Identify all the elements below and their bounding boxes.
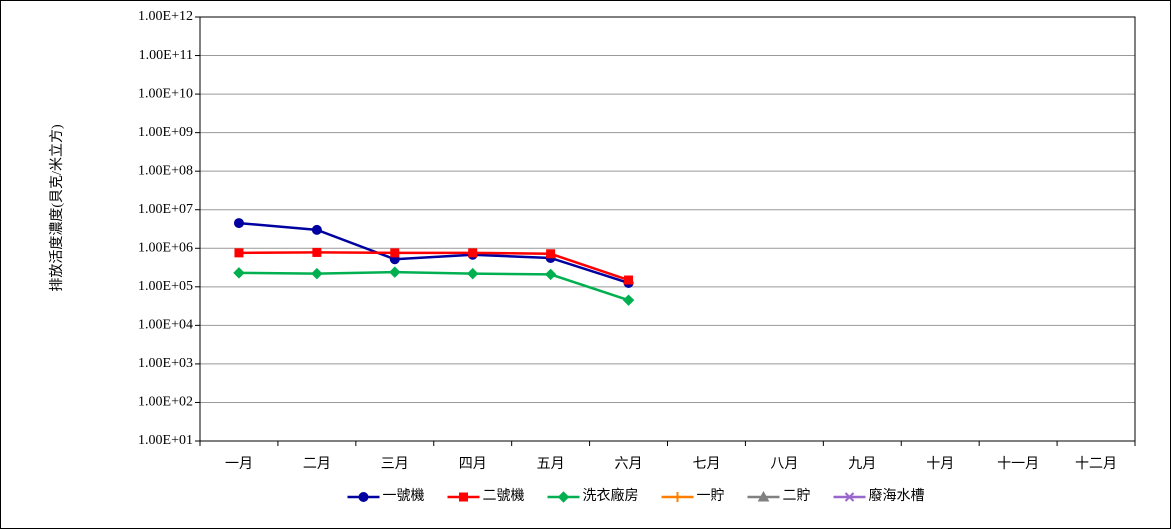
x-tick-label: 九月 <box>848 456 876 472</box>
y-tick-label: 1.00E+12 <box>138 9 193 24</box>
legend-marker <box>672 492 683 502</box>
marker <box>390 248 400 258</box>
x-tick-label: 五月 <box>537 456 565 472</box>
y-tick-label: 1.00E+10 <box>138 86 193 101</box>
y-tick-label: 1.00E+09 <box>138 125 193 140</box>
marker <box>311 267 323 280</box>
x-tick-label: 七月 <box>692 456 720 472</box>
legend-label: 二號機 <box>483 488 525 504</box>
series-line <box>238 270 629 302</box>
legend-label: 一貯 <box>697 488 725 504</box>
legend-label: 一號機 <box>383 488 425 504</box>
y-tick-label: 1.00E+01 <box>138 433 193 448</box>
marker <box>311 224 322 235</box>
x-tick-label: 三月 <box>381 456 409 472</box>
marker <box>233 267 245 279</box>
x-tick-label: 四月 <box>459 456 487 472</box>
y-tick-label: 1.00E+06 <box>138 240 193 255</box>
marker <box>312 247 322 257</box>
x-tick-label: 一月 <box>225 456 253 472</box>
x-tick-label: 十月 <box>926 456 954 472</box>
y-tick-label: 1.00E+03 <box>138 356 193 371</box>
y-tick-label: 1.00E+04 <box>138 318 193 333</box>
legend-marker <box>557 491 570 503</box>
x-tick-label: 十二月 <box>1075 456 1117 472</box>
series-line <box>238 221 629 285</box>
legend-label: 二貯 <box>783 488 811 504</box>
legend-marker <box>459 492 468 502</box>
x-tick-label: 十一月 <box>997 456 1039 472</box>
series-line <box>238 251 629 282</box>
marker <box>544 268 557 281</box>
y-tick-label: 1.00E+07 <box>138 202 193 217</box>
legend-marker <box>844 492 855 502</box>
marker <box>389 266 401 278</box>
marker <box>546 249 556 259</box>
y-axis-title: 排放活度濃度(貝克/米立方) <box>49 124 65 292</box>
y-tick-label: 1.00E+05 <box>138 279 193 294</box>
y-tick-label: 1.00E+11 <box>139 48 193 63</box>
legend-label: 廢海水槽 <box>869 487 925 504</box>
marker <box>233 218 244 229</box>
marker <box>624 275 634 285</box>
x-tick-label: 八月 <box>770 456 798 472</box>
y-tick-label: 1.00E+08 <box>138 163 193 178</box>
x-tick-label: 六月 <box>615 456 643 472</box>
legend-label: 洗衣廠房 <box>583 487 639 504</box>
marker <box>468 248 478 258</box>
legend-marker <box>757 490 770 502</box>
y-tick-label: 1.00E+02 <box>138 395 193 410</box>
marker <box>234 248 244 258</box>
x-tick-label: 二月 <box>303 456 331 472</box>
marker <box>467 267 479 280</box>
marker <box>622 294 635 306</box>
legend-marker <box>358 492 369 502</box>
